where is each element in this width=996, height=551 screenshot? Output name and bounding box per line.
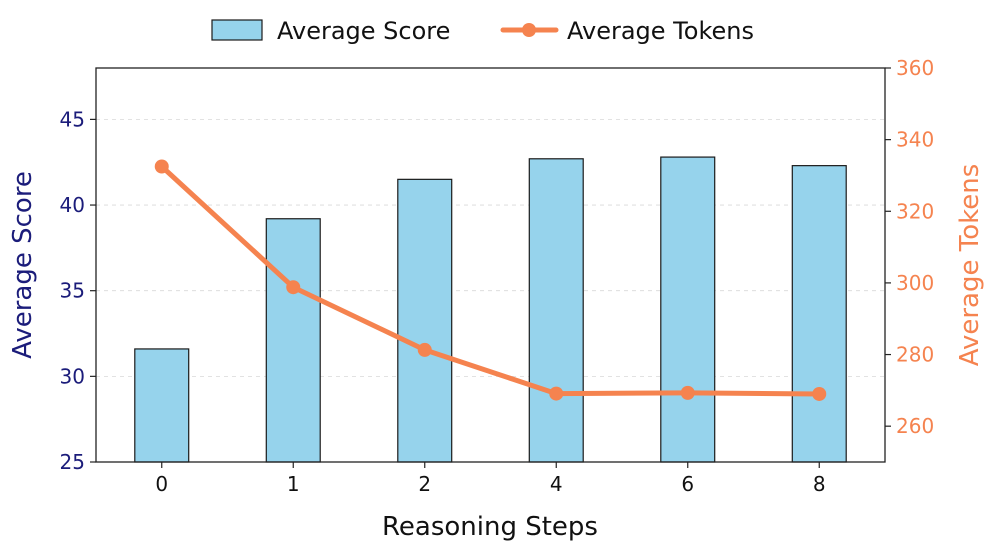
y-left-tick-label: 30 [60, 364, 85, 388]
tokens-line [159, 164, 822, 397]
tokens-point-1 [286, 280, 301, 295]
axes: 0 1 2 4 6 8 25 30 35 40 45 260 280 300 320 340 360 [60, 56, 935, 496]
legend-line-marker [522, 23, 536, 37]
y-right-tick-label: 280 [896, 343, 934, 367]
y-right-tick-label: 320 [896, 199, 934, 223]
score-bar-4 [528, 158, 584, 463]
y-axis-right-title: Average Tokens [955, 164, 985, 367]
tokens-point-8 [812, 386, 827, 401]
legend-bar-swatch [211, 19, 263, 41]
bars [134, 156, 847, 463]
x-tick-label: 2 [418, 472, 431, 496]
x-tick-label: 4 [550, 472, 563, 496]
tokens-point-2 [417, 342, 432, 357]
token-line [154, 159, 827, 401]
x-axis-title: Reasoning Steps [382, 512, 598, 542]
plot-frame [95, 67, 886, 463]
x-tick-label: 1 [287, 472, 300, 496]
y-left-tick-label: 25 [60, 450, 85, 474]
score-bar-6 [660, 156, 716, 463]
tokens-point-6 [680, 385, 695, 400]
y-right-tick-label: 360 [896, 56, 934, 80]
y-right-tick-label: 260 [896, 414, 934, 438]
score-bar-2 [397, 178, 453, 463]
x-tick-label: 8 [813, 472, 826, 496]
y-left-tick-label: 40 [60, 193, 85, 217]
score-bar-1 [265, 218, 321, 463]
y-left-tick-label: 35 [60, 279, 85, 303]
y-axis-left-title: Average Score [8, 171, 38, 359]
score-bar-0 [134, 348, 190, 463]
legend: Average Score Average Tokens [211, 17, 754, 45]
tokens-point-0 [154, 159, 169, 174]
legend-line-label: Average Tokens [567, 17, 754, 45]
grid-lines [96, 118, 885, 463]
y-left-tick-label: 45 [60, 107, 85, 131]
tokens-point-4 [549, 386, 564, 401]
legend-bar-label: Average Score [277, 17, 450, 45]
y-right-tick-label: 340 [896, 128, 934, 152]
score-bar-8 [791, 165, 847, 463]
y-right-tick-label: 300 [896, 271, 934, 295]
x-tick-label: 0 [155, 472, 168, 496]
x-tick-label: 6 [681, 472, 694, 496]
